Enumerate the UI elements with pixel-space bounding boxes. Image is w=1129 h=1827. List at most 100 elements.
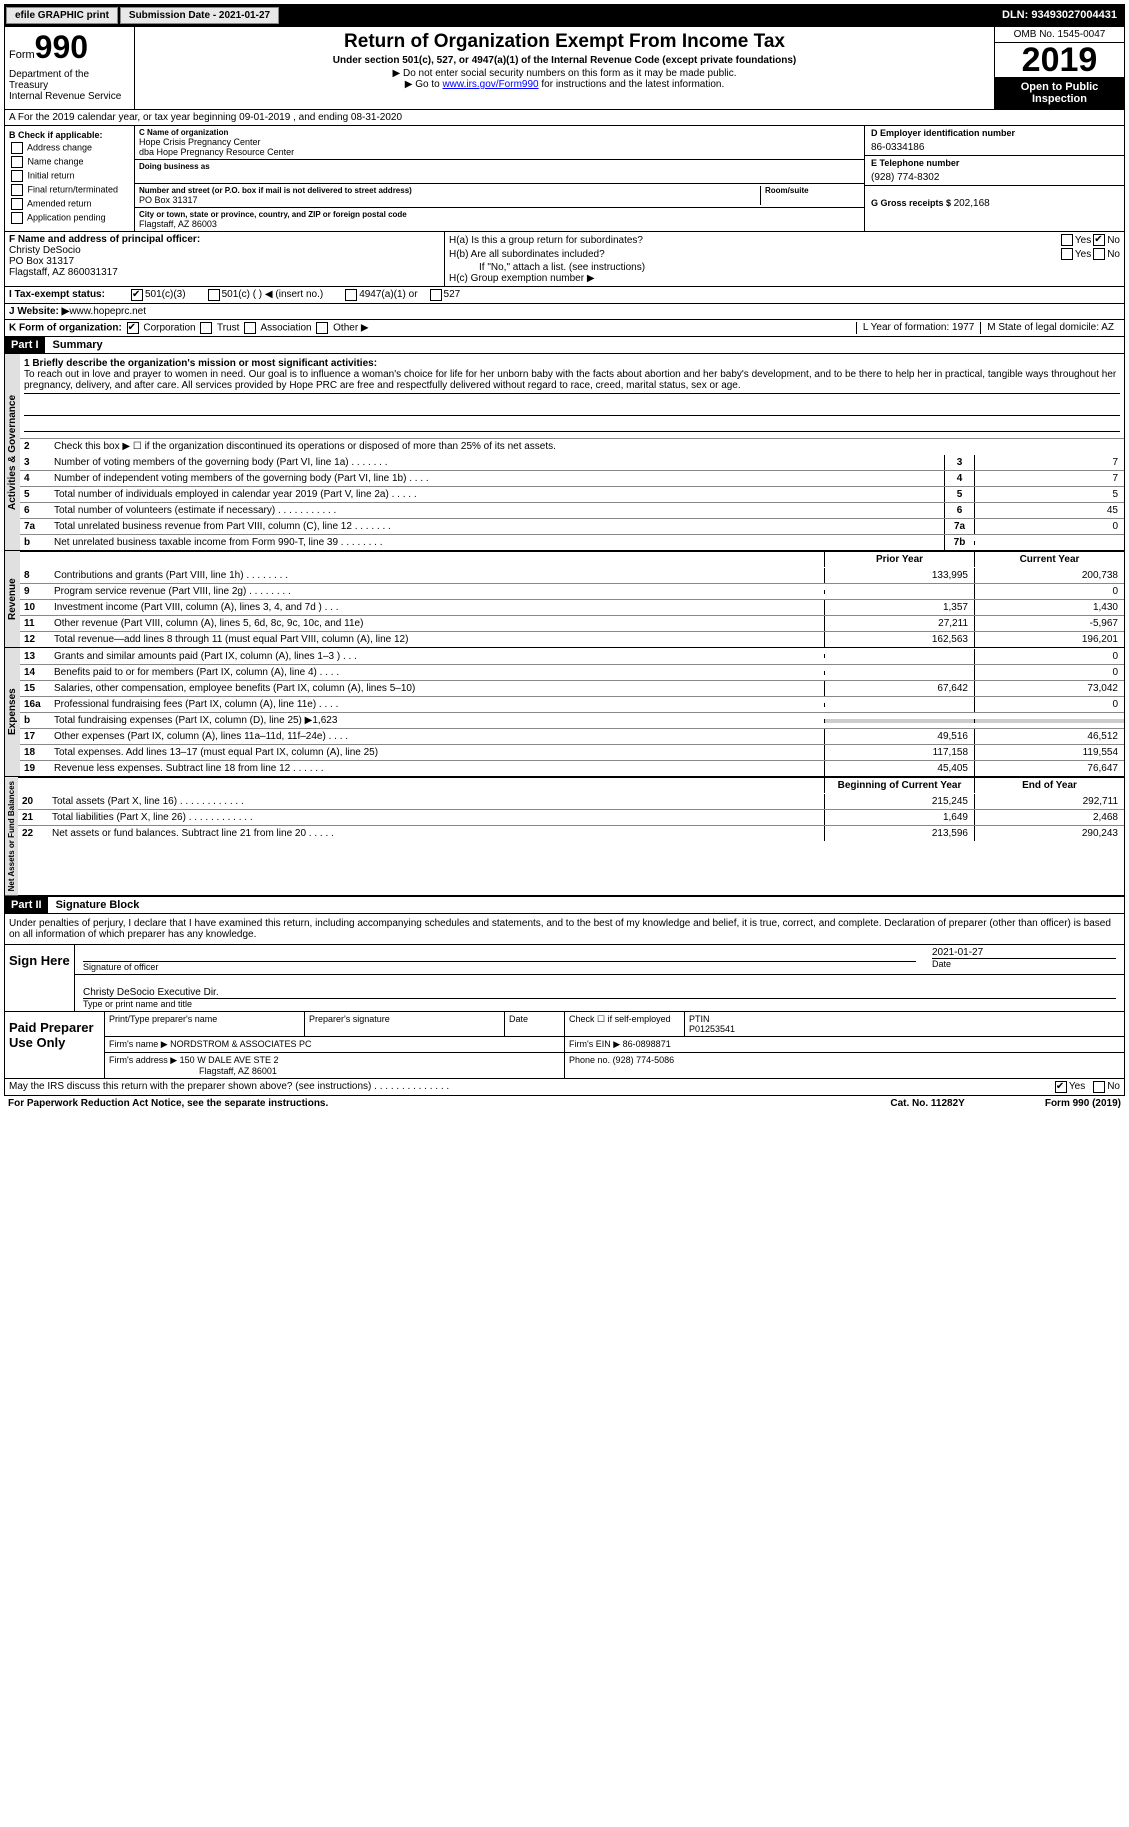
sig-date: 2021-01-27	[932, 947, 1116, 958]
hb-no[interactable]	[1093, 248, 1105, 260]
line-num: 10	[20, 600, 50, 615]
line-num: 22	[18, 826, 48, 841]
efile-print-button[interactable]: efile GRAPHIC print	[6, 7, 118, 24]
prep-h4: Check ☐ if self-employed	[565, 1012, 685, 1036]
line-text: Contributions and grants (Part VIII, lin…	[50, 568, 824, 583]
line-box: 3	[944, 455, 974, 470]
k-label: K Form of organization:	[9, 323, 122, 334]
cb-assoc[interactable]	[244, 322, 256, 334]
ha-label: H(a) Is this a group return for subordin…	[449, 235, 1059, 246]
current-val: 292,711	[974, 794, 1124, 809]
addr-label: Firm's address ▶	[109, 1055, 177, 1065]
sign-here: Sign Here	[5, 945, 75, 1011]
line-text: Total fundraising expenses (Part IX, col…	[50, 713, 824, 728]
signature-block: Under penalties of perjury, I declare th…	[4, 914, 1125, 1012]
cb-other[interactable]	[316, 322, 328, 334]
col-c: C Name of organization Hope Crisis Pregn…	[135, 126, 864, 231]
checkbox-amended[interactable]	[11, 198, 23, 210]
line-num: b	[20, 535, 50, 550]
cb-trust[interactable]	[200, 322, 212, 334]
cb-amended: Amended return	[9, 198, 130, 210]
line-text: Total revenue—add lines 8 through 11 (mu…	[50, 632, 824, 647]
current-val: 0	[974, 649, 1124, 664]
prep-phone-label: Phone no.	[569, 1055, 610, 1065]
line-text: Total liabilities (Part X, line 26) . . …	[48, 810, 824, 825]
cb-501c[interactable]	[208, 289, 220, 301]
line-text: Net assets or fund balances. Subtract li…	[48, 826, 824, 841]
line-text: Salaries, other compensation, employee b…	[50, 681, 824, 696]
prior-val	[824, 719, 974, 723]
hb-label: H(b) Are all subordinates included?	[449, 249, 1059, 260]
street-label: Number and street (or P.O. box if mail i…	[139, 186, 760, 195]
discuss-text: May the IRS discuss this return with the…	[9, 1081, 1053, 1093]
cb-527[interactable]	[430, 289, 442, 301]
street-value: PO Box 31317	[139, 195, 760, 205]
note-post: for instructions and the latest informat…	[539, 79, 725, 90]
row-i: I Tax-exempt status: 501(c)(3) 501(c) ( …	[4, 287, 1125, 304]
current-val: 46,512	[974, 729, 1124, 744]
line-text: Other expenses (Part IX, column (A), lin…	[50, 729, 824, 744]
part1-hdr: Part I	[5, 337, 45, 353]
note-pre: ▶ Go to	[405, 79, 443, 90]
gross-value: 202,168	[954, 198, 990, 209]
line-text: Net unrelated business taxable income fr…	[50, 535, 944, 550]
prior-val: 1,649	[824, 810, 974, 825]
line-val: 7	[974, 471, 1124, 486]
submission-date-button[interactable]: Submission Date - 2021-01-27	[120, 7, 279, 24]
line-box: 7a	[944, 519, 974, 534]
line-val	[974, 541, 1124, 545]
note-link: ▶ Go to www.irs.gov/Form990 for instruct…	[139, 79, 990, 90]
prior-val	[824, 703, 974, 707]
current-val: 76,647	[974, 761, 1124, 776]
room-label: Room/suite	[765, 186, 860, 195]
revenue-block: Revenue Prior Year Current Year 8Contrib…	[4, 551, 1125, 648]
mission-text: To reach out in love and prayer to women…	[24, 369, 1120, 394]
col-b: B Check if applicable: Address change Na…	[5, 126, 135, 231]
current-val: -5,967	[974, 616, 1124, 631]
line-num: 9	[20, 584, 50, 599]
paperwork: For Paperwork Reduction Act Notice, see …	[8, 1098, 890, 1109]
part2-title: Signature Block	[48, 897, 148, 913]
f-addr2: Flagstaff, AZ 860031317	[9, 267, 440, 278]
prior-val: 162,563	[824, 632, 974, 647]
h-section: H(a) Is this a group return for subordin…	[445, 232, 1124, 286]
cb-corp[interactable]	[127, 322, 139, 334]
line-num: 6	[20, 503, 50, 518]
line-num: 3	[20, 455, 50, 470]
checkbox-final[interactable]	[11, 184, 23, 196]
addr1: 150 W DALE AVE STE 2	[180, 1055, 279, 1065]
line-text: Number of independent voting members of …	[50, 471, 944, 486]
checkbox-initial[interactable]	[11, 170, 23, 182]
col-d: D Employer identification number 86-0334…	[864, 126, 1124, 231]
line-text: Total expenses. Add lines 13–17 (must eq…	[50, 745, 824, 760]
header-grid: B Check if applicable: Address change Na…	[4, 126, 1125, 232]
instructions-link[interactable]: www.irs.gov/Form990	[442, 79, 538, 90]
firm-name: NORDSTROM & ASSOCIATES PC	[170, 1039, 311, 1049]
dept-label: Department of the Treasury Internal Reve…	[9, 69, 130, 102]
prep-title: Paid Preparer Use Only	[5, 1012, 105, 1078]
hb-yes[interactable]	[1061, 248, 1073, 260]
checkbox-name[interactable]	[11, 156, 23, 168]
phone-value: (928) 774-8302	[871, 168, 1118, 183]
cb-4947[interactable]	[345, 289, 357, 301]
discuss-no[interactable]	[1093, 1081, 1105, 1093]
prior-val	[824, 654, 974, 658]
line-text: Investment income (Part VIII, column (A)…	[50, 600, 824, 615]
line-text: Benefits paid to or for members (Part IX…	[50, 665, 824, 680]
addr2: Flagstaff, AZ 86001	[109, 1066, 277, 1076]
ha-yes[interactable]	[1061, 234, 1073, 246]
form-number: 990	[35, 29, 88, 65]
prep-h5: PTIN	[689, 1014, 710, 1024]
preparer-block: Paid Preparer Use Only Print/Type prepar…	[4, 1012, 1125, 1079]
discuss-yes[interactable]	[1055, 1081, 1067, 1093]
ha-no[interactable]	[1093, 234, 1105, 246]
tab-governance: Activities & Governance	[5, 354, 20, 550]
checkbox-pending[interactable]	[11, 212, 23, 224]
cb-501c3[interactable]	[131, 289, 143, 301]
prep-h1: Print/Type preparer's name	[105, 1012, 305, 1036]
checkbox-address[interactable]	[11, 142, 23, 154]
org-name: Hope Crisis Pregnancy Center	[139, 137, 860, 147]
line-text: Revenue less expenses. Subtract line 18 …	[50, 761, 824, 776]
line-num: 7a	[20, 519, 50, 534]
footer: For Paperwork Reduction Act Notice, see …	[4, 1096, 1125, 1111]
